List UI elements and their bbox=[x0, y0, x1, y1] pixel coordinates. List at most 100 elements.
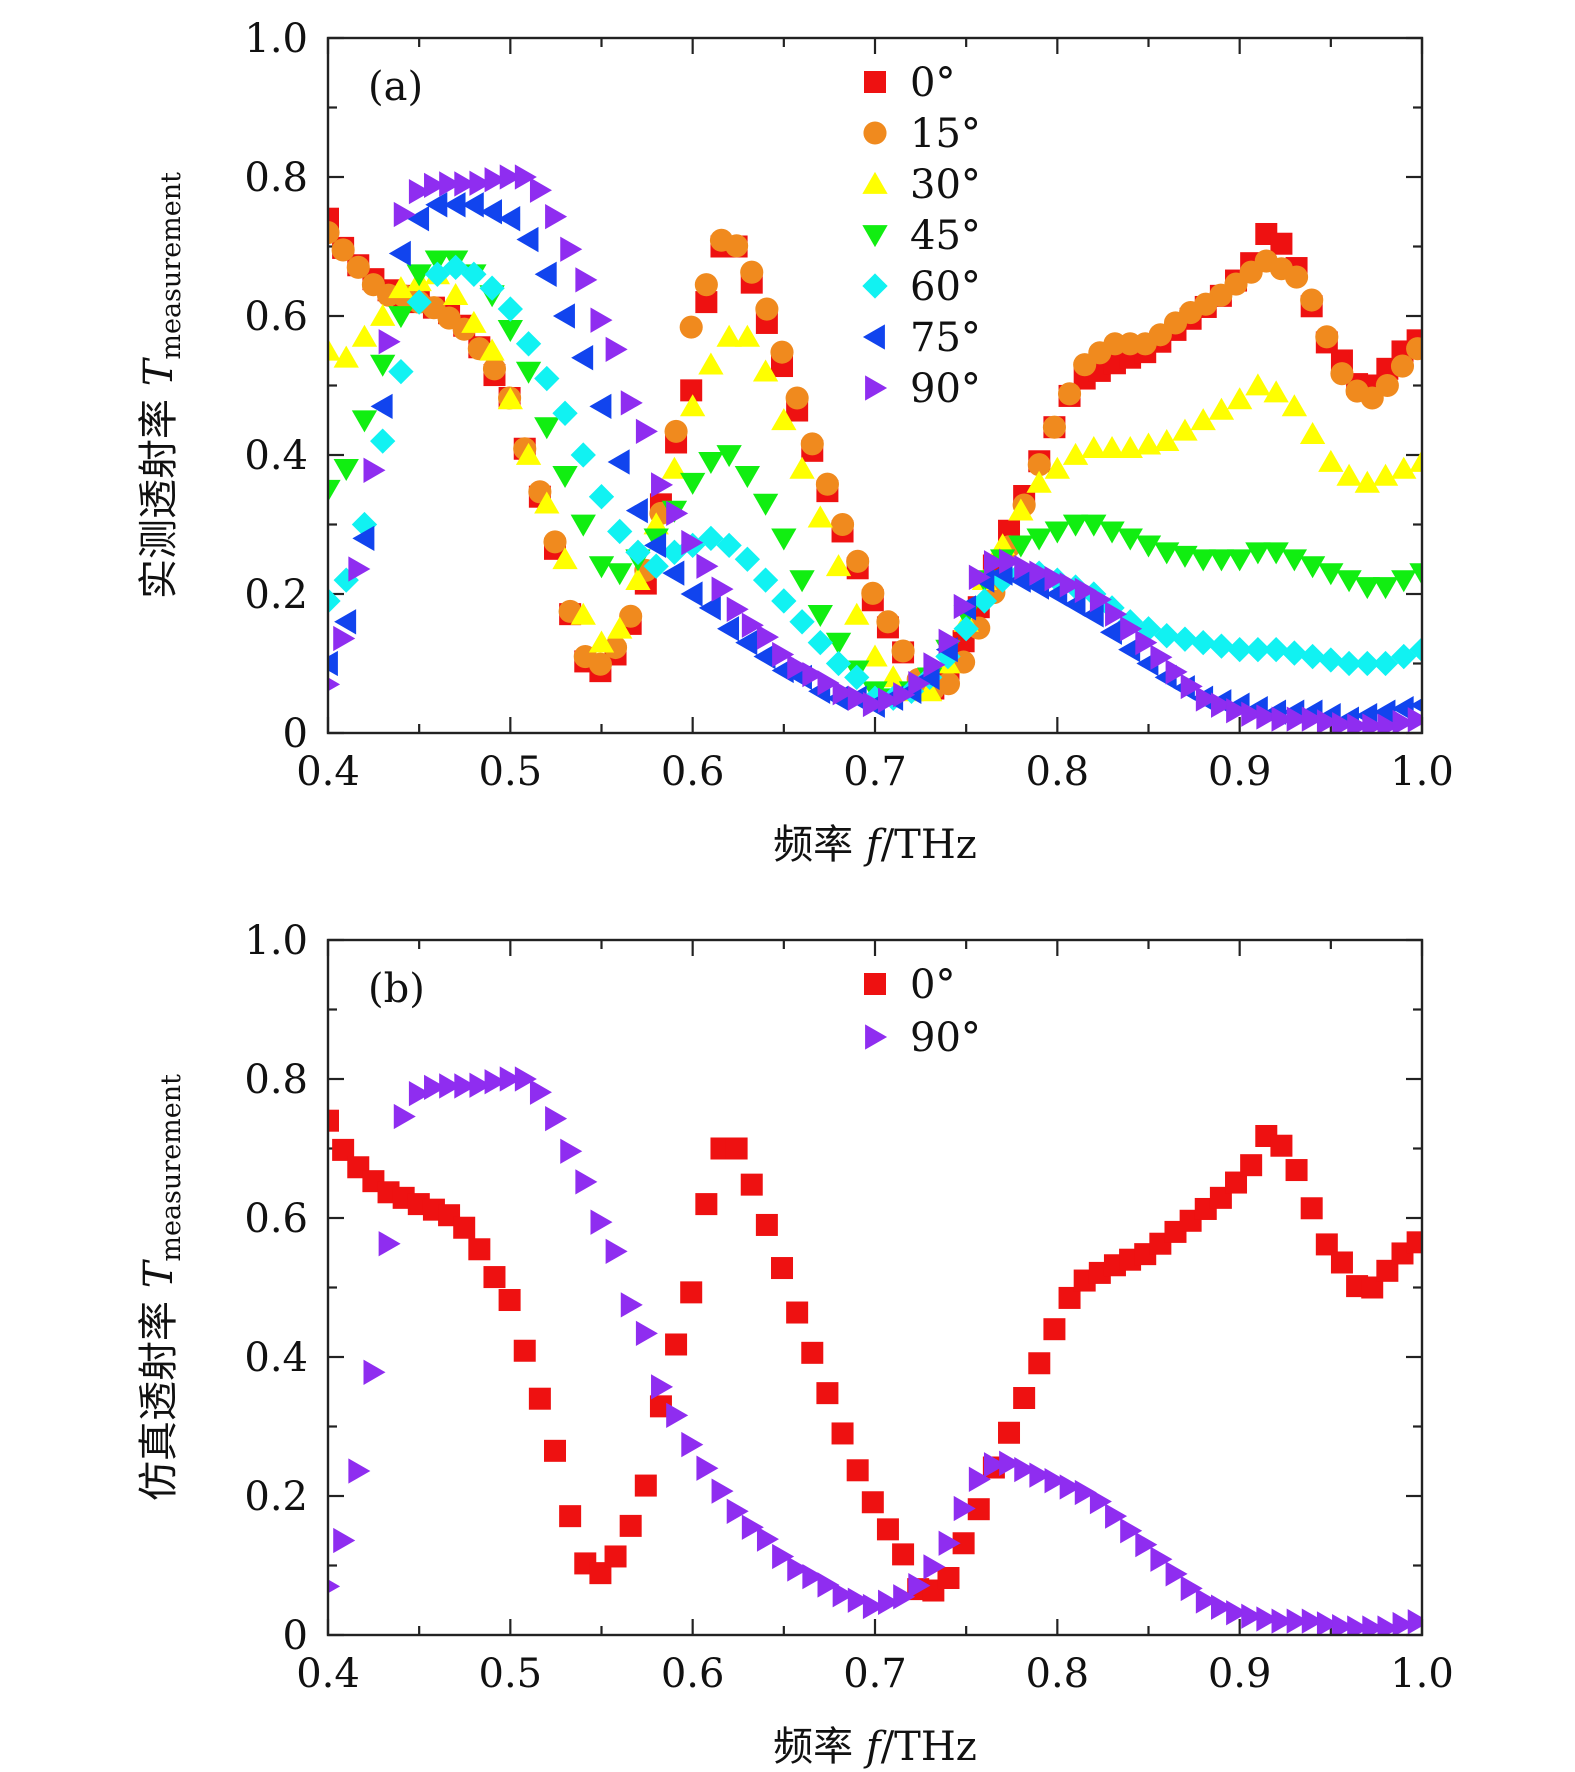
data-point bbox=[1407, 707, 1422, 733]
data-point bbox=[1043, 1318, 1066, 1341]
legend-label: 60° bbox=[910, 264, 981, 310]
legend-label: 0° bbox=[910, 962, 955, 1008]
data-point bbox=[328, 1579, 341, 1594]
data-point bbox=[1172, 626, 1198, 652]
data-point bbox=[1392, 1611, 1415, 1635]
data-point bbox=[908, 1573, 931, 1599]
data-point bbox=[844, 664, 870, 691]
data-point bbox=[862, 691, 885, 718]
data-point bbox=[971, 588, 998, 614]
data-point bbox=[393, 201, 416, 228]
data-point bbox=[1286, 706, 1309, 732]
data-point bbox=[468, 1238, 491, 1261]
data-point bbox=[515, 331, 542, 357]
data-point bbox=[388, 240, 411, 267]
data-point bbox=[439, 1073, 462, 1099]
data-point bbox=[698, 352, 724, 375]
data-point bbox=[1226, 1600, 1249, 1626]
data-point bbox=[497, 320, 523, 342]
data-point bbox=[331, 238, 355, 262]
data-point bbox=[817, 1572, 840, 1598]
data-point bbox=[1154, 542, 1180, 565]
data-point bbox=[484, 1069, 507, 1095]
data-point bbox=[717, 616, 740, 642]
data-point bbox=[1027, 453, 1051, 477]
data-point bbox=[439, 171, 462, 197]
data-point bbox=[771, 408, 797, 431]
data-point bbox=[665, 1333, 688, 1356]
data-point bbox=[604, 1545, 627, 1568]
data-point bbox=[351, 410, 378, 433]
data-point bbox=[680, 581, 703, 607]
data-point bbox=[1180, 673, 1203, 700]
data-point bbox=[789, 456, 815, 479]
data-point bbox=[1059, 572, 1082, 598]
data-point bbox=[1285, 265, 1309, 289]
data-point bbox=[1117, 528, 1143, 551]
legend-label: 15° bbox=[910, 111, 981, 157]
data-point bbox=[968, 564, 991, 590]
data-point bbox=[815, 472, 839, 496]
data-point bbox=[696, 1455, 719, 1481]
series-90° bbox=[328, 1066, 1422, 1635]
data-point bbox=[771, 1257, 794, 1280]
data-point bbox=[711, 576, 734, 602]
data-point bbox=[1154, 429, 1180, 451]
data-point bbox=[1074, 1479, 1097, 1506]
data-point bbox=[1300, 288, 1324, 312]
data-point bbox=[787, 1556, 810, 1582]
data-point bbox=[1391, 456, 1417, 479]
data-point bbox=[734, 546, 761, 572]
data-point bbox=[832, 680, 855, 706]
data-point bbox=[378, 1231, 401, 1257]
data-point bbox=[1301, 1608, 1324, 1634]
data-point bbox=[484, 167, 507, 193]
data-point bbox=[755, 1213, 778, 1236]
data-point bbox=[756, 1526, 779, 1552]
data-point bbox=[807, 505, 833, 528]
panel-label: (a) bbox=[368, 64, 423, 110]
data-point bbox=[680, 394, 706, 417]
data-point bbox=[1375, 373, 1399, 398]
data-point bbox=[588, 556, 615, 579]
data-point bbox=[1299, 643, 1326, 670]
plot-area bbox=[328, 164, 1422, 733]
data-point bbox=[725, 234, 749, 258]
x-tick-label: 0.6 bbox=[661, 749, 725, 795]
y-tick-label: 0.8 bbox=[244, 1057, 308, 1103]
data-point bbox=[607, 518, 633, 545]
data-point bbox=[1330, 362, 1354, 386]
plot-frame bbox=[326, 36, 1424, 735]
data-point bbox=[893, 682, 916, 708]
data-point bbox=[332, 1138, 355, 1161]
data-point bbox=[534, 417, 560, 440]
data-point bbox=[552, 547, 578, 570]
x-tick-label: 1.0 bbox=[1390, 749, 1454, 795]
data-point bbox=[607, 449, 630, 475]
data-point bbox=[680, 379, 703, 402]
data-point bbox=[1409, 449, 1422, 472]
data-point bbox=[1226, 698, 1249, 724]
data-point bbox=[1373, 699, 1396, 725]
legend-label: 30° bbox=[910, 162, 981, 208]
data-point bbox=[876, 1518, 899, 1541]
x-tick-label: 0.9 bbox=[1208, 749, 1272, 795]
legend-marker bbox=[864, 71, 886, 93]
data-point bbox=[891, 639, 915, 663]
data-point bbox=[407, 206, 430, 232]
data-point bbox=[348, 556, 371, 582]
x-axis-title: 频率 f/THz bbox=[773, 1724, 977, 1770]
data-point bbox=[406, 289, 432, 315]
data-point bbox=[534, 261, 557, 287]
data-point bbox=[499, 1066, 522, 1092]
data-point bbox=[1172, 418, 1198, 441]
data-point bbox=[590, 307, 613, 333]
y-tick-label: 0.4 bbox=[244, 1335, 308, 1381]
data-point bbox=[696, 553, 719, 579]
data-point bbox=[1210, 692, 1233, 718]
data-point bbox=[529, 177, 552, 203]
data-point bbox=[328, 207, 339, 230]
data-point bbox=[711, 1478, 734, 1504]
data-point bbox=[846, 549, 870, 573]
data-point bbox=[499, 164, 522, 190]
